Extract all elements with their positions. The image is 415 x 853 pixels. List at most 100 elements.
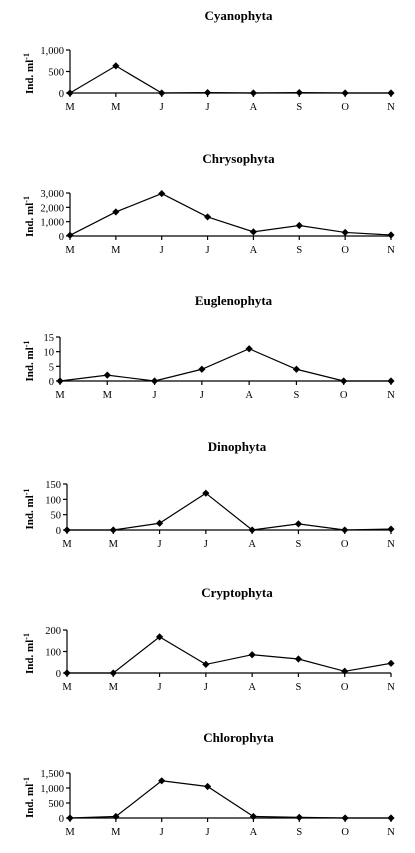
y-tick-label: 0: [59, 89, 64, 100]
data-point: [198, 365, 206, 373]
chart-title: Cyanophyta: [205, 8, 273, 23]
data-point: [203, 213, 212, 221]
x-tick-label: M: [62, 539, 72, 550]
y-tick-label: 0: [49, 377, 54, 388]
y-tick-label: 0: [59, 814, 64, 825]
data-point: [103, 371, 111, 379]
y-tick-label: 1,500: [40, 769, 64, 780]
x-tick-label: O: [341, 827, 349, 838]
y-tick-label: 1,000: [40, 784, 64, 795]
y-tick-label: 5: [49, 362, 54, 373]
x-tick-label: S: [296, 245, 302, 256]
x-tick-label: N: [387, 245, 395, 256]
chart-panel: Euglenophyta Ind. ml-1 0 5 10 15 M M J J A S O N: [22, 293, 395, 401]
y-axis-label: Ind. ml-1: [22, 777, 36, 818]
y-tick-label: 100: [45, 495, 61, 506]
data-point: [202, 489, 210, 497]
y-tick-label: 150: [45, 480, 61, 491]
chart-panel: Cyanophyta Ind. ml-1 0 500 1,000 M M J J A S O N: [22, 8, 395, 113]
y-tick-label: 1,000: [40, 218, 64, 229]
data-point: [340, 377, 348, 385]
series-line: [69, 65, 391, 94]
x-tick-label: S: [296, 827, 302, 838]
data-point: [158, 189, 166, 198]
data-point: [341, 814, 349, 822]
data-point: [109, 526, 117, 534]
data-point: [66, 814, 74, 822]
x-tick-label: S: [296, 539, 302, 550]
y-tick-label: 3,000: [40, 189, 64, 200]
x-tick-label: J: [206, 827, 210, 838]
chart-panel: Chlorophyta Ind. ml-1 0 500 1,000 1,500 M M J J A S…: [22, 730, 395, 838]
x-tick-label: M: [65, 827, 75, 838]
y-axis-label: Ind. ml-1: [22, 633, 36, 674]
data-point: [66, 231, 74, 239]
x-tick-label: J: [158, 682, 162, 693]
y-axis-label-text: Ind. ml: [24, 784, 36, 818]
x-tick-label: J: [160, 102, 164, 113]
x-tick-label: N: [387, 539, 395, 550]
x-tick-label: J: [206, 245, 210, 256]
y-tick-label: 0: [59, 232, 64, 243]
data-point: [63, 669, 71, 677]
data-point: [387, 377, 395, 385]
x-tick-label: M: [109, 539, 119, 550]
x-tick-label: N: [387, 682, 395, 693]
x-tick-label: S: [296, 102, 302, 113]
data-point: [249, 89, 258, 97]
x-tick-label: J: [158, 539, 162, 550]
x-tick-label: O: [341, 102, 349, 113]
x-tick-label: A: [250, 245, 258, 256]
data-point: [112, 812, 120, 821]
x-tick-label: S: [294, 390, 300, 401]
chart-panel: Dinophyta Ind. ml-1 0 50 100 150 M M J J A S O N: [22, 439, 395, 550]
x-tick-label: O: [341, 539, 349, 550]
y-tick-label: 15: [44, 333, 55, 344]
x-tick-label: M: [103, 390, 113, 401]
data-point: [155, 519, 164, 527]
data-point: [294, 655, 303, 663]
data-point: [150, 377, 159, 385]
data-point: [248, 526, 256, 534]
x-tick-label: J: [160, 245, 164, 256]
data-point: [387, 231, 395, 239]
x-tick-label: A: [248, 682, 256, 693]
data-point: [158, 777, 166, 785]
x-tick-label: A: [250, 827, 258, 838]
data-point: [245, 345, 253, 353]
data-point: [158, 89, 166, 97]
x-tick-label: A: [250, 102, 258, 113]
data-point: [295, 813, 303, 821]
y-tick-label: 500: [48, 68, 64, 79]
y-axis-label-text: Ind. ml: [24, 347, 36, 381]
x-tick-label: N: [387, 827, 395, 838]
data-point: [112, 62, 120, 70]
series-line: [67, 636, 392, 674]
series-line: [69, 780, 391, 819]
x-tick-label: M: [111, 245, 121, 256]
data-point: [387, 89, 395, 97]
series-line: [69, 192, 392, 236]
data-point: [249, 812, 258, 821]
chart-panel: Cryptophyta Ind. ml-1 0 100 200 M M J J A S O N: [22, 585, 395, 693]
data-point: [341, 526, 349, 534]
data-point: [63, 526, 71, 534]
x-tick-label: N: [387, 390, 395, 401]
data-point: [295, 221, 303, 230]
x-tick-label: A: [248, 539, 256, 550]
chart-title: Cryptophyta: [201, 585, 273, 600]
y-axis-label-superscript: -1: [22, 489, 31, 496]
data-point: [387, 525, 395, 533]
data-point: [203, 782, 212, 791]
y-axis-label: Ind. ml-1: [22, 489, 36, 530]
y-tick-label: 500: [48, 799, 64, 810]
data-point: [155, 633, 164, 641]
y-axis-label-superscript: -1: [22, 777, 31, 784]
y-axis-label-text: Ind. ml: [24, 640, 36, 674]
data-point: [109, 669, 117, 677]
y-tick-label: 0: [56, 526, 61, 537]
series-line: [67, 492, 392, 531]
x-tick-label: M: [111, 102, 121, 113]
x-tick-label: M: [109, 682, 119, 693]
